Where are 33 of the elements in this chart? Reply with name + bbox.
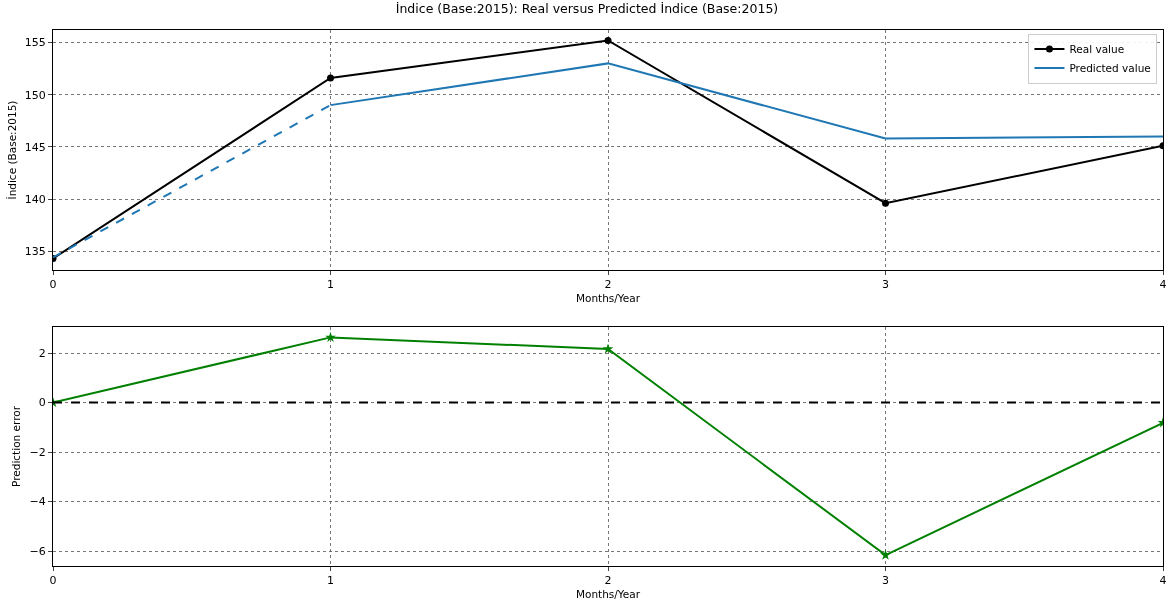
legend-label: Predicted value bbox=[1069, 62, 1151, 75]
y-tick-label: 135 bbox=[24, 245, 46, 259]
y-axis-title: Prediction error bbox=[10, 405, 23, 487]
y-axis-title: İndice (Base:2015) bbox=[5, 100, 18, 200]
x-tick-label: 0 bbox=[49, 278, 57, 292]
x-tick-label: 3 bbox=[882, 574, 889, 588]
x-tick-label: 2 bbox=[604, 574, 612, 588]
point bbox=[882, 199, 889, 207]
x-tick-label: 2 bbox=[604, 278, 612, 292]
y-tick-label: 0 bbox=[38, 396, 46, 410]
y-tick-label: 140 bbox=[24, 192, 46, 206]
x-tick-label: 0 bbox=[49, 574, 57, 588]
point bbox=[325, 331, 336, 342]
x-tick-label: 3 bbox=[882, 278, 889, 292]
point bbox=[604, 36, 612, 44]
x-tick-label: 1 bbox=[327, 278, 334, 292]
x-tick-label: 1 bbox=[327, 574, 334, 588]
x-axis-title: Months/Year bbox=[575, 588, 641, 601]
y-tick-label: 145 bbox=[24, 140, 46, 154]
y-tick-label: −4 bbox=[29, 495, 46, 509]
x-tick-label: 4 bbox=[1159, 574, 1167, 588]
y-tick-label: −6 bbox=[29, 544, 46, 558]
y-tick-label: −2 bbox=[29, 445, 46, 459]
y-tick-label: 155 bbox=[24, 36, 46, 50]
y-tick-label: 2 bbox=[38, 346, 46, 360]
y-tick-label: 150 bbox=[24, 88, 46, 102]
point bbox=[880, 549, 891, 560]
point bbox=[602, 343, 614, 354]
x-tick-label: 4 bbox=[1159, 278, 1167, 292]
legend-label: Real value bbox=[1069, 43, 1125, 56]
x-axis-title: Months/Year bbox=[575, 292, 641, 305]
point bbox=[327, 74, 334, 82]
chart-title: İndice (Base:2015): Real versus Predicted İndice (Base:2015) bbox=[395, 1, 779, 17]
